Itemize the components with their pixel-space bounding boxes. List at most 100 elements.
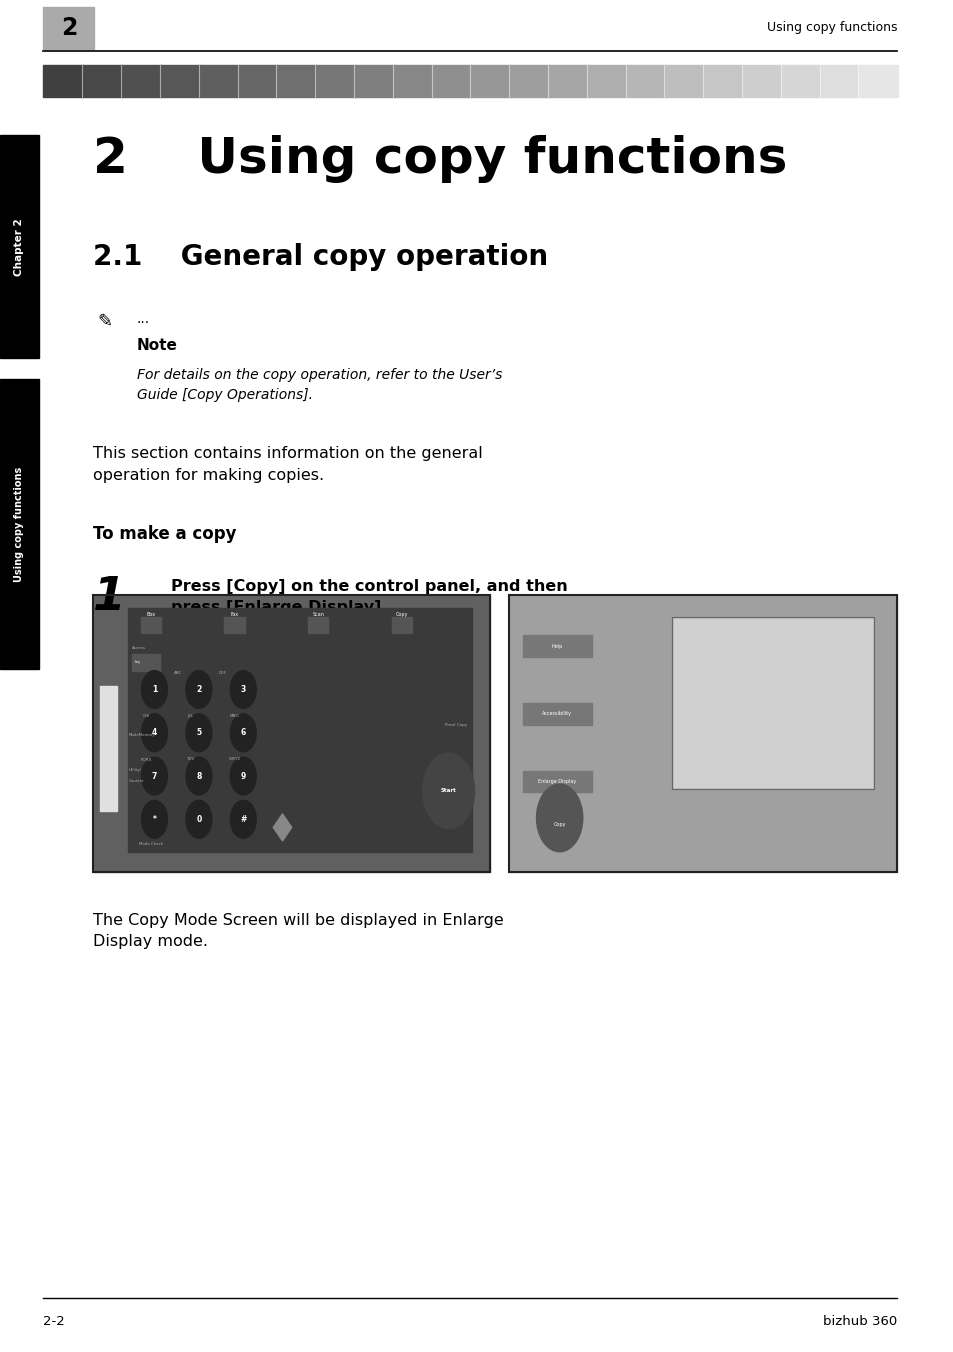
Bar xyxy=(276,65,315,97)
Text: GHI: GHI xyxy=(142,714,150,718)
Bar xyxy=(547,65,587,97)
Bar xyxy=(671,617,873,790)
Bar xyxy=(509,65,548,97)
Text: 2    Using copy functions: 2 Using copy functions xyxy=(92,135,786,184)
Text: ABC: ABC xyxy=(174,671,183,675)
Text: Using copy functions: Using copy functions xyxy=(766,22,897,34)
Circle shape xyxy=(141,714,168,752)
Text: Box: Box xyxy=(146,612,155,618)
Circle shape xyxy=(186,671,212,708)
Text: Enlarge Display: Enlarge Display xyxy=(537,779,576,784)
Bar xyxy=(198,65,238,97)
Bar xyxy=(508,595,897,872)
Text: WXYZ: WXYZ xyxy=(229,757,241,761)
Bar xyxy=(508,595,897,872)
Text: Press [Copy] on the control panel, and then
press [Enlarge Display].: Press [Copy] on the control panel, and t… xyxy=(171,579,567,615)
Text: 2: 2 xyxy=(61,16,77,39)
Text: *: * xyxy=(152,815,156,823)
Text: Fax: Fax xyxy=(231,612,238,618)
Bar xyxy=(0,379,39,669)
Text: 0: 0 xyxy=(196,815,201,823)
Text: Utility/: Utility/ xyxy=(129,768,141,772)
Bar xyxy=(858,65,898,97)
Circle shape xyxy=(141,757,168,795)
Circle shape xyxy=(230,671,256,708)
Circle shape xyxy=(230,800,256,838)
Bar xyxy=(392,617,412,633)
Text: MNO: MNO xyxy=(230,714,239,718)
Bar xyxy=(308,617,328,633)
Text: 2.1    General copy operation: 2.1 General copy operation xyxy=(92,243,547,272)
Bar xyxy=(92,595,490,872)
Text: Chapter 2: Chapter 2 xyxy=(14,218,25,276)
Text: ModeMemory: ModeMemory xyxy=(129,733,155,737)
Text: 7: 7 xyxy=(152,772,157,780)
Bar xyxy=(671,617,873,790)
Bar xyxy=(44,65,83,97)
Circle shape xyxy=(230,757,256,795)
Bar xyxy=(741,65,781,97)
Text: 1: 1 xyxy=(152,685,157,694)
Bar xyxy=(121,65,161,97)
Text: Access: Access xyxy=(132,646,146,650)
Text: Using copy functions: Using copy functions xyxy=(14,466,25,581)
Bar xyxy=(586,65,626,97)
Circle shape xyxy=(186,800,212,838)
Text: PQRS: PQRS xyxy=(140,757,152,761)
Bar xyxy=(44,7,94,49)
Text: To make a copy: To make a copy xyxy=(92,525,235,542)
Text: 2: 2 xyxy=(196,685,201,694)
Text: Proof Copy: Proof Copy xyxy=(444,723,467,727)
Text: This section contains information on the general
operation for making copies.: This section contains information on the… xyxy=(92,446,482,484)
Bar xyxy=(522,635,592,657)
Text: Accessibility: Accessibility xyxy=(541,711,572,717)
Circle shape xyxy=(422,753,474,829)
Circle shape xyxy=(186,714,212,752)
Bar xyxy=(160,65,199,97)
Bar xyxy=(781,65,820,97)
Bar xyxy=(82,65,122,97)
Text: 9: 9 xyxy=(240,772,246,780)
Text: For details on the copy operation, refer to the User’s
Guide [Copy Operations].: For details on the copy operation, refer… xyxy=(137,368,501,402)
Text: TUV: TUV xyxy=(186,757,194,761)
Bar xyxy=(470,65,510,97)
Circle shape xyxy=(141,800,168,838)
Bar xyxy=(702,65,742,97)
Text: 3: 3 xyxy=(240,685,246,694)
Bar xyxy=(314,65,355,97)
Bar xyxy=(393,65,432,97)
Text: ✎: ✎ xyxy=(97,312,112,330)
Text: #: # xyxy=(240,815,246,823)
Text: 8: 8 xyxy=(196,772,201,780)
Circle shape xyxy=(141,671,168,708)
Text: 6: 6 xyxy=(240,729,246,737)
Text: JKL: JKL xyxy=(188,714,193,718)
Bar xyxy=(625,65,664,97)
Text: key: key xyxy=(134,661,140,664)
Bar xyxy=(522,771,592,792)
Bar xyxy=(0,135,39,358)
Bar xyxy=(128,608,472,852)
Text: Copy: Copy xyxy=(395,612,408,618)
Text: Copy: Copy xyxy=(553,822,565,827)
Bar xyxy=(224,617,244,633)
Text: Help: Help xyxy=(551,644,562,649)
Bar xyxy=(92,595,490,872)
Text: DEF: DEF xyxy=(218,671,227,675)
Text: Counter: Counter xyxy=(129,779,144,783)
Text: The Copy Mode Screen will be displayed in Enlarge
Display mode.: The Copy Mode Screen will be displayed i… xyxy=(92,913,503,949)
Text: bizhub 360: bizhub 360 xyxy=(822,1315,897,1329)
Text: Scan: Scan xyxy=(312,612,324,618)
Bar xyxy=(132,654,160,671)
Bar xyxy=(522,703,592,725)
Bar xyxy=(431,65,471,97)
Text: Start: Start xyxy=(440,788,456,794)
Bar xyxy=(100,687,116,811)
Text: 5: 5 xyxy=(196,729,201,737)
Text: 2-2: 2-2 xyxy=(44,1315,65,1329)
Text: 4: 4 xyxy=(152,729,157,737)
Bar xyxy=(819,65,859,97)
Circle shape xyxy=(536,784,582,852)
Text: Note: Note xyxy=(137,338,177,353)
Bar xyxy=(140,617,161,633)
